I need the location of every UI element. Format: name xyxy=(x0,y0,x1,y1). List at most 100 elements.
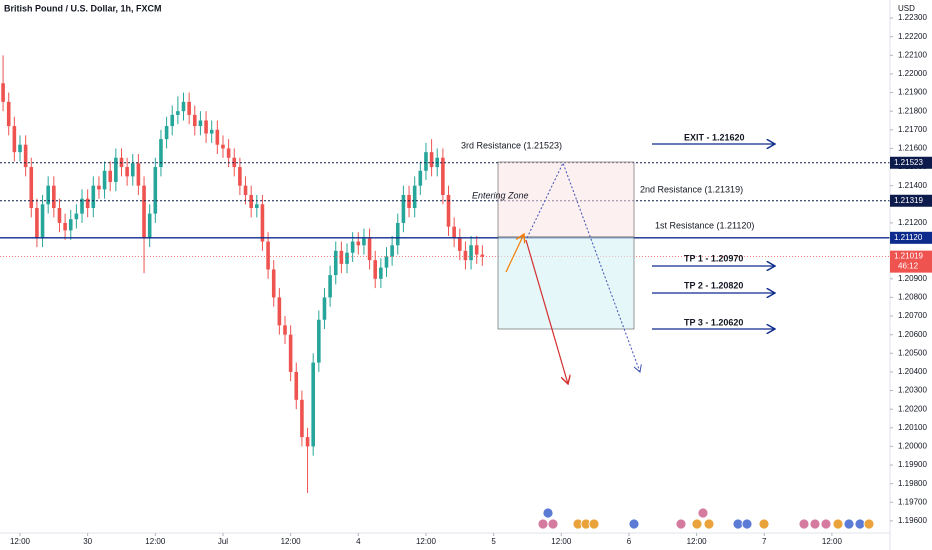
x-tick-label: 5 xyxy=(491,537,496,546)
annotation: 2nd Resistance (1.21319) xyxy=(640,184,743,194)
price-label-box xyxy=(890,156,932,169)
candle-body xyxy=(85,198,90,209)
candle-body xyxy=(215,129,220,145)
price-label-box xyxy=(890,194,932,207)
candle-body xyxy=(57,208,62,223)
annotation: Entering Zone xyxy=(472,190,529,200)
price-axis xyxy=(890,0,932,550)
candle-body xyxy=(446,194,451,227)
y-tick-label: 1.19900 xyxy=(898,460,927,469)
candle-body xyxy=(379,267,383,279)
candle-body xyxy=(97,185,101,190)
y-tick-label: 1.22000 xyxy=(898,69,927,78)
target-zone xyxy=(497,236,635,330)
y-tick-label: 1.19800 xyxy=(898,479,927,488)
annotation: TP 2 - 1.20820 xyxy=(684,280,743,290)
y-tick-label: 1.21600 xyxy=(898,144,927,153)
candle-body xyxy=(221,144,225,149)
candle-body xyxy=(187,101,191,115)
candle-body xyxy=(80,198,84,214)
candle-body xyxy=(300,399,304,438)
y-tick-label: 1.22200 xyxy=(898,32,927,41)
y-tick-label: 1.20000 xyxy=(898,442,927,451)
candle-body xyxy=(198,120,203,127)
candle-body xyxy=(452,226,456,238)
candle-body xyxy=(384,256,389,268)
x-tick-label: 7 xyxy=(762,537,767,546)
candle-body xyxy=(367,237,372,261)
candle-body xyxy=(469,245,473,261)
y-tick-label: 1.21700 xyxy=(898,125,927,134)
candle-body xyxy=(271,269,276,298)
candle-body xyxy=(322,297,327,320)
candle-body xyxy=(373,260,378,279)
candle-body xyxy=(232,157,237,168)
annotation: TP 3 - 1.20620 xyxy=(684,317,743,327)
candle-body xyxy=(418,170,423,186)
candle-body xyxy=(317,319,321,363)
candle-body xyxy=(390,245,394,257)
candle-body xyxy=(457,237,462,251)
x-tick-label: 6 xyxy=(627,537,632,546)
candle-body xyxy=(142,185,146,238)
candle-body xyxy=(130,163,135,177)
y-tick-label: 1.21900 xyxy=(898,88,927,97)
candle-body xyxy=(18,144,22,153)
y-tick-label: 1.20900 xyxy=(898,274,927,283)
candle-body xyxy=(114,157,118,182)
candle-body xyxy=(305,437,310,447)
candle-body xyxy=(46,185,50,205)
candle-body xyxy=(283,325,287,335)
current-price-label: 1.21019 xyxy=(894,252,923,261)
candle-body xyxy=(412,185,417,209)
x-tick-label: Jul xyxy=(218,537,228,546)
candle-body xyxy=(441,157,445,195)
y-tick-label: 1.20800 xyxy=(898,293,927,302)
drop-arrow xyxy=(525,239,568,384)
y-tick-label: 1.22300 xyxy=(898,13,927,22)
candle-body xyxy=(35,208,39,238)
candle-body xyxy=(147,213,152,238)
y-tick-label: 1.20400 xyxy=(898,367,927,376)
candle-body xyxy=(192,114,197,127)
price-label-box xyxy=(890,231,932,244)
candle-body xyxy=(176,111,180,115)
candle-body xyxy=(266,241,270,270)
price-label: 1.21120 xyxy=(894,233,923,242)
current-price-box xyxy=(890,250,932,273)
candle-body xyxy=(108,170,113,182)
candle-body xyxy=(463,250,468,261)
candle-body xyxy=(102,170,107,190)
candle-body xyxy=(204,120,208,134)
y-tick-label: 1.20300 xyxy=(898,386,927,395)
candle-body xyxy=(91,185,96,209)
candle-body xyxy=(226,148,231,158)
candle-body xyxy=(52,185,56,209)
candle-body xyxy=(243,185,248,195)
candle-body xyxy=(125,167,129,177)
candle-body xyxy=(395,222,400,246)
x-tick-label: 12:00 xyxy=(10,537,31,546)
candle-body xyxy=(350,241,355,253)
y-tick-label: 1.19600 xyxy=(898,516,927,525)
candle-body xyxy=(333,250,338,276)
candle-body xyxy=(153,167,158,214)
candle-body xyxy=(401,194,406,223)
candle-body xyxy=(29,167,34,209)
candle-body xyxy=(474,245,479,255)
candle-body xyxy=(311,362,315,447)
candle-body xyxy=(294,371,299,400)
candle-body xyxy=(345,252,349,264)
candle-body xyxy=(249,194,253,209)
annotation: TP 1 - 1.20970 xyxy=(684,253,743,263)
y-tick-label: 1.20500 xyxy=(898,348,927,357)
candle-body xyxy=(23,144,28,168)
annotation: 1st Resistance (1.21120) xyxy=(655,220,754,230)
candle-body xyxy=(238,167,242,186)
price-label: 1.21523 xyxy=(894,158,923,167)
candle-body xyxy=(1,83,5,102)
candle-body xyxy=(255,204,259,209)
y-tick-label: 1.21800 xyxy=(898,106,927,115)
candle-body xyxy=(356,241,361,246)
